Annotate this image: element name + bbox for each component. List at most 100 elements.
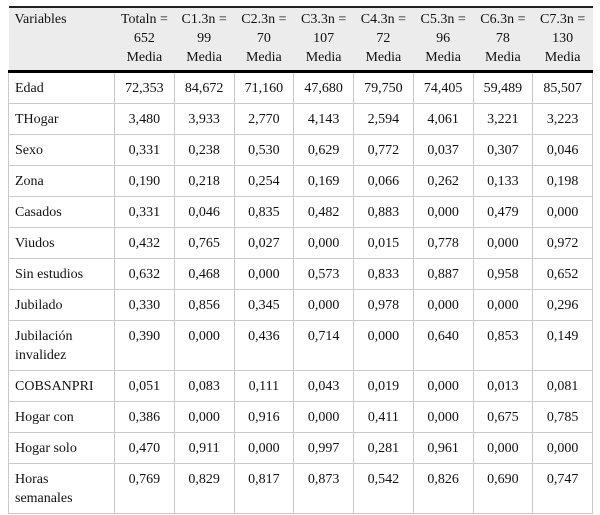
table-row: Sexo 0,331 0,238 0,530 0,629 0,772 0,037 0,307 0… [8,134,593,166]
cell-value: 0,873 [293,463,354,514]
cell-value: 0,856 [173,289,235,321]
cell-value: 0,111 [233,370,295,402]
row-label: Viudos [8,227,115,259]
cell-value: 47,680 [293,71,354,104]
cell-value: 0,573 [293,258,354,290]
column-header-stat: Media [245,50,282,65]
row-label: Sin estudios [8,258,115,290]
cell-value: 0,958 [472,258,534,290]
cell-value: 74,405 [412,71,474,104]
column-header: C7.3n = 130 Media [532,6,593,73]
column-header: C5.3n = 96 Media [413,6,473,73]
cell-value: 0,530 [233,134,295,166]
row-label: Jubilado [8,289,115,321]
cell-value: 0,000 [233,258,295,290]
cell-value: 0,772 [353,134,414,166]
cell-value: 0,296 [532,289,593,321]
column-header-stat: Media [186,50,222,65]
cell-value: 3,480 [114,103,175,135]
cell-value: 0,000 [532,196,593,228]
cell-value: 0,997 [293,432,354,464]
header-variables-label: Variables [8,6,115,73]
cell-value: 0,254 [233,165,295,197]
cell-value: 0,046 [173,196,235,228]
cell-value: 0,714 [293,320,354,371]
cell-value: 0,411 [353,401,414,433]
table-row: Edad 72,353 84,672 71,160 47,680 79,750 74,405… [8,71,593,104]
column-header-n: 130 [552,31,574,46]
table-row: COBSANPRI 0,051 0,083 0,111 0,043 0,019 0,000 0… [8,370,593,402]
cell-value: 0,000 [412,289,474,321]
row-label: Casados [8,196,115,228]
column-header-n: 107 [313,31,335,46]
column-header-stat: Media [126,50,163,65]
cell-value: 0,133 [472,165,534,197]
cell-value: 0,331 [114,196,175,228]
row-label: Zona [8,165,115,197]
row-label: Sexo [8,134,115,166]
column-header-n: 78 [495,31,510,46]
cell-value: 0,000 [472,432,534,464]
cell-value: 0,081 [532,370,593,402]
cell-value: 0,883 [353,196,414,228]
cell-value: 0,817 [233,463,295,514]
cell-value: 72,353 [114,71,175,104]
cell-value: 0,019 [353,370,414,402]
cell-value: 0,046 [532,134,593,166]
cell-value: 0,000 [412,196,474,228]
cell-value: 0,436 [233,320,295,371]
cell-value: 84,672 [173,71,235,104]
cell-value: 0,470 [114,432,175,464]
cell-value: 2,770 [233,103,295,135]
cell-value: 0,190 [114,165,175,197]
cell-value: 0,281 [353,432,414,464]
cell-value: 0,652 [532,258,593,290]
cell-value: 0,640 [412,320,474,371]
column-header-n: 72 [376,31,391,46]
cell-value: 0,769 [114,463,175,514]
row-label: Hogar con [8,401,115,433]
row-label: Jubilación invalidez [8,320,115,371]
column-header-title: C1.3n = [181,12,227,27]
cell-value: 0,829 [173,463,235,514]
cell-value: 0,000 [472,227,534,259]
cell-value: 0,482 [293,196,354,228]
column-header-n: 96 [436,31,451,46]
column-header-title: C7.3n = [540,12,586,27]
table-row: Jubilación invalidez 0,390 0,000 0,436 0,714… [8,320,593,371]
cell-value: 3,933 [173,103,235,135]
column-header-stat: Media [484,50,521,65]
column-header-title: C3.3n = [301,12,347,27]
table-row: Viudos 0,432 0,765 0,027 0,000 0,015 0,778 0,00… [8,227,593,259]
column-header-n: 652 [133,31,155,46]
cell-value: 3,223 [532,103,593,135]
cell-value: 0,218 [173,165,235,197]
cell-value: 0,043 [293,370,354,402]
cell-value: 0,149 [532,320,593,371]
cell-value: 0,632 [114,258,175,290]
cell-value: 0,262 [412,165,474,197]
cell-value: 4,061 [412,103,474,135]
cell-value: 0,000 [173,401,235,433]
cell-value: 3,221 [472,103,534,135]
row-label: COBSANPRI [8,370,115,402]
cell-value: 0,238 [173,134,235,166]
cell-value: 0,432 [114,227,175,259]
column-header: Totaln = 652 Media [114,6,175,73]
cell-value: 0,027 [233,227,295,259]
table-row: Hogar solo 0,470 0,911 0,000 0,997 0,281 0,961… [8,432,593,464]
cell-value: 0,331 [114,134,175,166]
cell-value: 0,083 [173,370,235,402]
column-header: C2.3n = 70 Media [234,6,294,73]
column-header-title: C6.3n = [480,12,526,27]
cell-value: 0,037 [412,134,474,166]
cell-value: 0,013 [472,370,534,402]
table-header: Variables Totaln = 652 Media C1.3n = 99 Media… [8,6,593,73]
table-row: Jubilado 0,330 0,856 0,345 0,000 0,978 0,000 0,… [8,289,593,321]
cell-value: 0,887 [412,258,474,290]
row-label: THogar [8,103,115,135]
cell-value: 0,000 [173,320,235,371]
cell-value: 0,000 [412,401,474,433]
column-header-stat: Media [544,50,581,65]
